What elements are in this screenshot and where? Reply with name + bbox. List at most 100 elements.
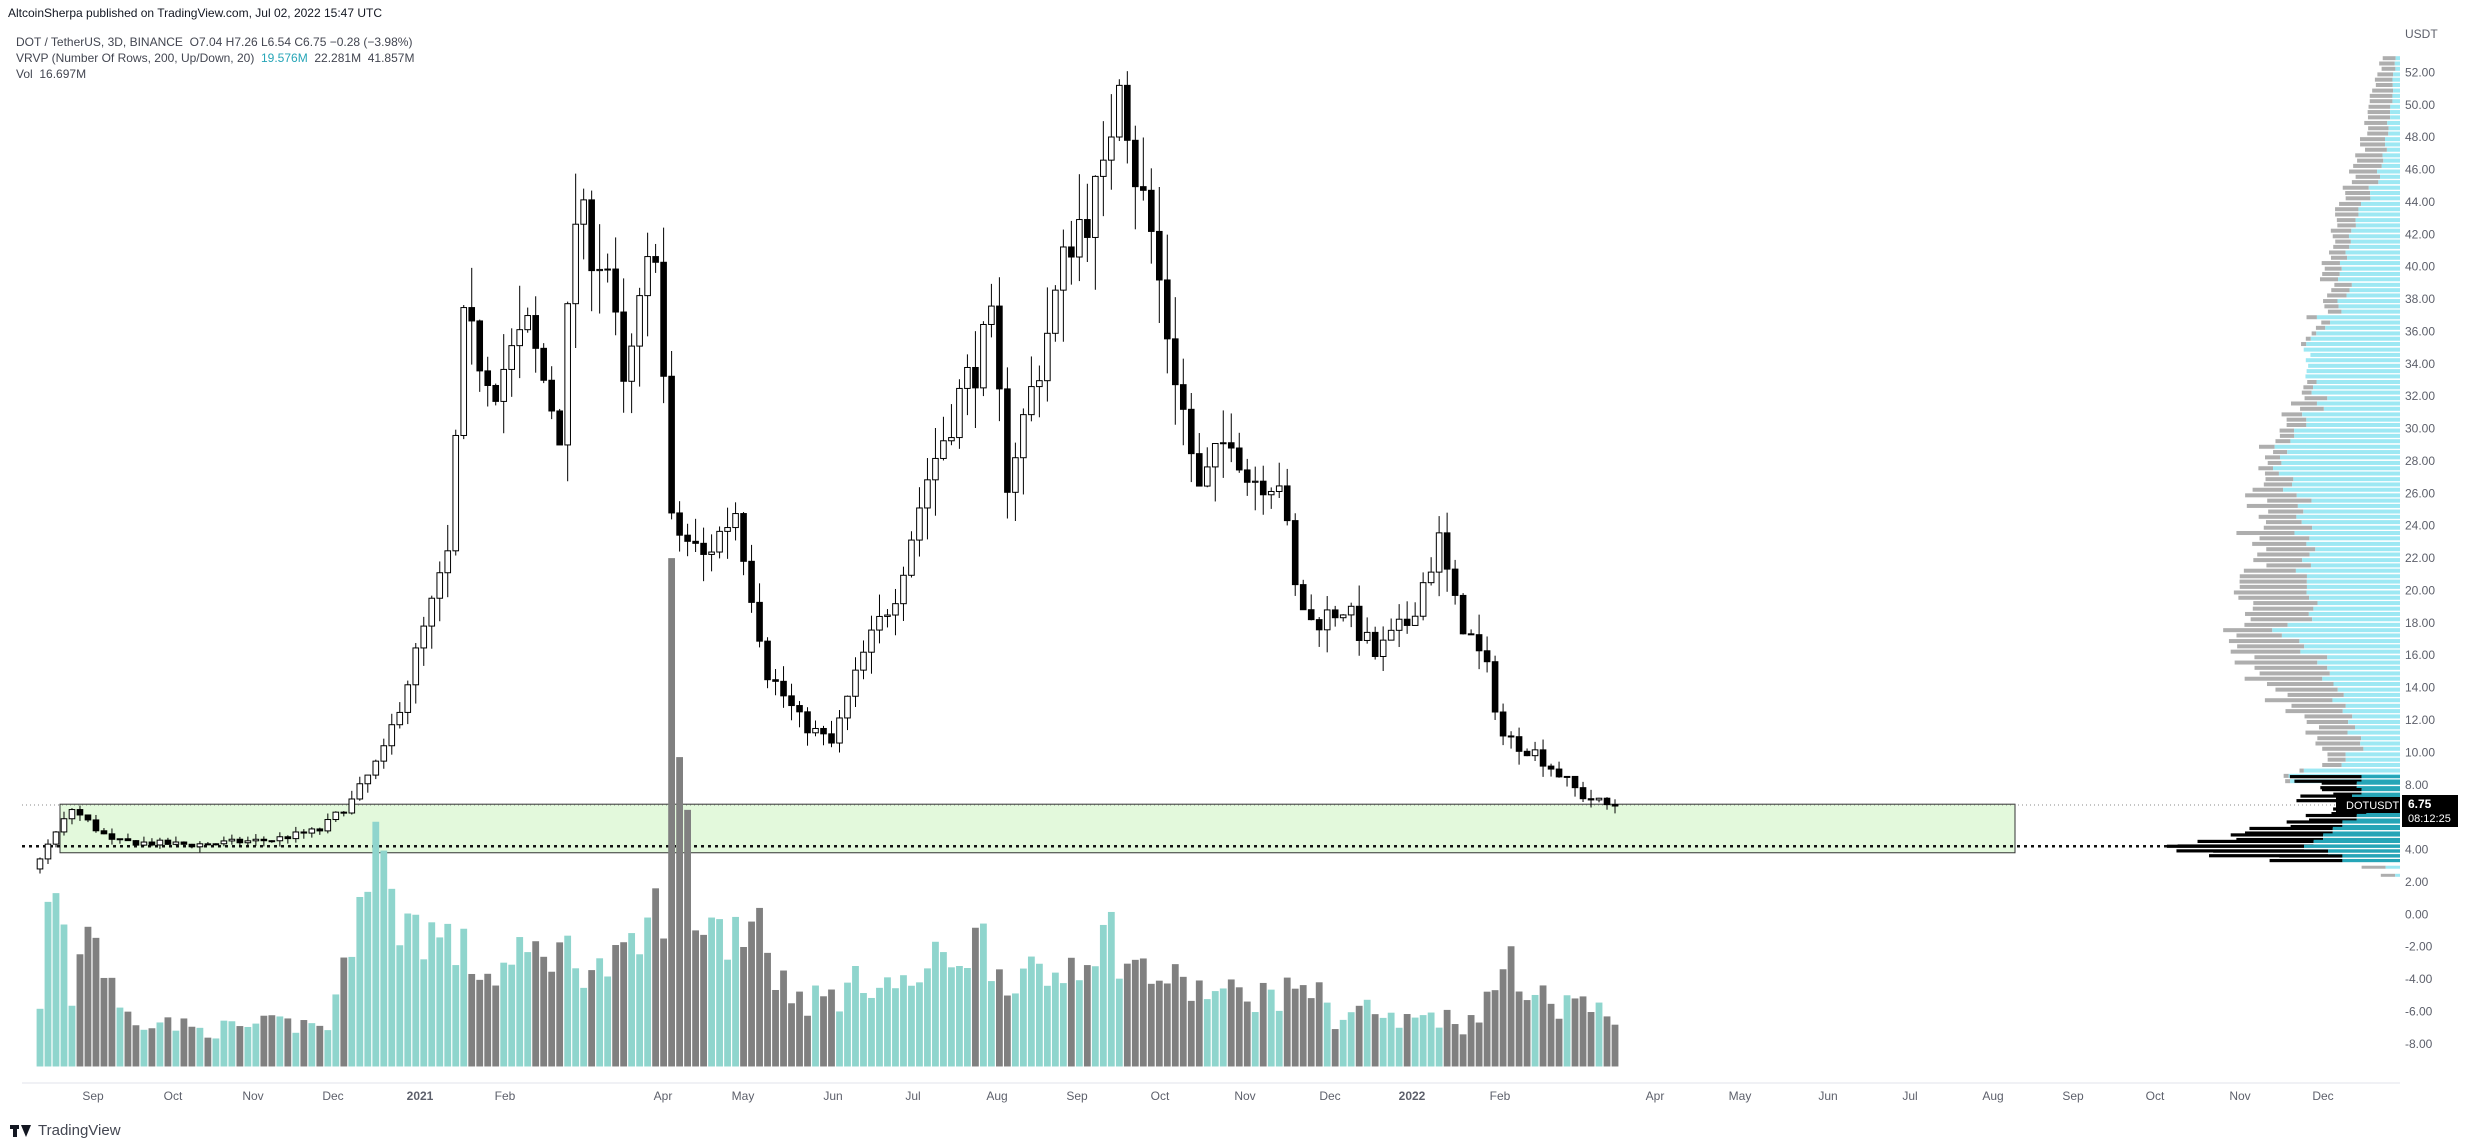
volume-bar-down	[1299, 985, 1307, 1067]
volume-bar-up	[508, 964, 516, 1067]
candle-down	[1579, 787, 1587, 800]
profile-row-up	[2312, 525, 2400, 530]
volume-bar-up	[524, 952, 532, 1067]
profile-row-up	[2309, 595, 2400, 600]
profile-row-up	[2306, 369, 2400, 374]
profile-row-up	[2347, 730, 2400, 735]
candle-down	[92, 819, 100, 832]
volume-bar-down	[740, 946, 747, 1067]
profile-row-up	[2395, 66, 2400, 71]
candle-up	[964, 366, 971, 389]
profile-row-poc-down	[2197, 839, 2314, 844]
profile-row-down	[2355, 153, 2383, 158]
profile-row-down	[2291, 401, 2317, 406]
volume-bar-down	[684, 809, 691, 1067]
price-tick-label: 30.00	[2405, 422, 2435, 436]
candle-down	[132, 840, 140, 846]
symbol-name[interactable]: DOT / TetherUS, 3D, BINANCE	[16, 35, 183, 49]
profile-row-down	[2281, 412, 2303, 417]
candle-down	[532, 315, 539, 349]
profile-row-down	[2246, 503, 2298, 508]
profile-row-poc-up	[2356, 818, 2400, 822]
price-tick-label: 18.00	[2405, 616, 2435, 630]
profile-row-poc-down	[2209, 854, 2328, 858]
volume-bar-up	[1211, 991, 1219, 1067]
profile-row-up	[2383, 158, 2400, 163]
profile-row-down	[2335, 239, 2351, 244]
volume-bar-down	[236, 1026, 244, 1067]
candle-down	[1507, 735, 1515, 738]
candle-down	[76, 809, 84, 816]
candle-up	[988, 305, 995, 325]
price-tick-label: 20.00	[2405, 583, 2435, 597]
volume-bar-up	[1059, 983, 1067, 1067]
volume-bar-up	[500, 962, 508, 1067]
profile-row-down	[2273, 450, 2288, 455]
profile-row-down	[2342, 185, 2369, 190]
profile-row-poc-down	[2249, 826, 2333, 831]
profile-row-up	[2291, 482, 2400, 487]
profile-row-up	[2283, 487, 2400, 492]
candle-down	[476, 320, 484, 372]
profile-row-up	[2341, 266, 2400, 271]
candle-down	[972, 366, 979, 389]
candle-down	[764, 640, 771, 681]
profile-row-down	[2275, 439, 2291, 444]
candle-down	[1587, 798, 1595, 801]
profile-row-poc-up	[2332, 831, 2400, 835]
profile-row-up	[2385, 137, 2400, 142]
profile-row-up	[2306, 417, 2400, 422]
volume-bar-down	[1131, 959, 1139, 1067]
profile-row-down	[2321, 261, 2340, 266]
currency-label: USDT	[2405, 27, 2438, 41]
profile-row-down	[2243, 568, 2296, 573]
profile-row-down	[2315, 325, 2326, 330]
vol-label[interactable]: Vol	[16, 67, 33, 81]
volume-bar-up	[1099, 924, 1107, 1067]
vrvp-down-value: 22.281M	[314, 51, 362, 65]
volume-profile-layer	[2166, 56, 2400, 877]
profile-row-down	[2250, 617, 2313, 622]
profile-row-down	[2353, 163, 2382, 168]
volume-bar-up	[412, 914, 420, 1067]
profile-row-poc-down	[2166, 844, 2304, 848]
candle-up	[60, 818, 68, 833]
profile-row-up	[2315, 547, 2400, 552]
candle-up	[172, 841, 180, 845]
profile-row-down	[2336, 218, 2356, 223]
profile-row-poc-up	[2366, 812, 2400, 816]
profile-row-up	[2355, 223, 2400, 228]
volume-bar-up	[596, 958, 604, 1067]
profile-row-up	[2347, 255, 2400, 260]
candle-down	[1259, 480, 1267, 496]
candle-up	[580, 199, 587, 225]
profile-row-down	[2305, 730, 2348, 735]
vrvp-label[interactable]: VRVP (Number Of Rows, 200, Up/Down, 20)	[16, 51, 255, 65]
profile-row-down	[2382, 56, 2396, 61]
candle-up	[324, 819, 332, 832]
volume-bar-down	[1171, 964, 1179, 1067]
candle-up	[212, 843, 220, 846]
profile-row-up	[2290, 439, 2400, 444]
profile-row-up	[2308, 611, 2400, 616]
price-tick-label: 34.00	[2405, 357, 2435, 371]
candle-up	[1036, 380, 1043, 388]
volume-bar-down	[1139, 958, 1147, 1067]
price-tick-label: 38.00	[2405, 292, 2435, 306]
candle-down	[1451, 568, 1459, 596]
profile-row-up	[2295, 568, 2400, 573]
profile-row-up	[2394, 61, 2400, 66]
volume-bar-down	[1483, 991, 1491, 1067]
profile-row-down	[2360, 142, 2386, 147]
volume-bar-up	[1531, 994, 1539, 1067]
candle-up	[1020, 414, 1027, 459]
candle-up	[1251, 480, 1259, 483]
candle-up	[412, 647, 420, 686]
profile-row-down	[2238, 595, 2310, 600]
candle-up	[388, 724, 396, 747]
profile-row-down	[2367, 110, 2391, 115]
candle-up	[1116, 84, 1123, 138]
profile-row-down	[2335, 212, 2359, 217]
tradingview-brand[interactable]: TradingView	[10, 1122, 121, 1139]
